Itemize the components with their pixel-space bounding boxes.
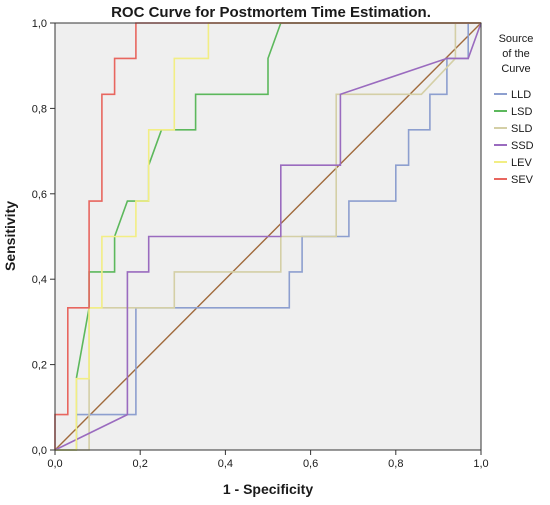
y-tick-label: 0,4 (32, 274, 47, 286)
series-line-lev (55, 22, 481, 451)
series-line-lld (55, 22, 481, 451)
x-tick-label: 1,0 (473, 458, 488, 470)
y-tick-label: 1,0 (32, 18, 47, 30)
legend-label-sev: SEV (511, 174, 534, 186)
y-tick-label: 0,8 (32, 103, 47, 115)
legend-title-line: Source (499, 33, 534, 45)
legend: Source of the Curve LLD LSD SLD SSD LEV SEV (494, 33, 534, 186)
series-layer (54, 22, 482, 451)
x-axis-label: 1 - Specificity (223, 481, 313, 497)
x-tick-label: 0,2 (133, 458, 148, 470)
series-line-sev (54, 22, 481, 450)
x-tick-label: 0,8 (388, 458, 403, 470)
series-line-ssd (54, 22, 482, 451)
axis-layer: 0,0 0,2 0,4 0,6 0,8 1,0 0,0 0,2 0,4 0,6 0,8 1,0 (32, 18, 489, 470)
y-tick-label: 0,0 (32, 445, 47, 457)
legend-title-line: of the (502, 48, 530, 60)
y-tick-label: 0,6 (32, 189, 47, 201)
x-tick-label: 0,4 (218, 458, 233, 470)
legend-label-ssd: SSD (511, 140, 534, 152)
plot-frame (54, 22, 482, 451)
legend-label-sld: SLD (511, 123, 532, 135)
legend-label-lsd: LSD (511, 106, 532, 118)
legend-title-line: Curve (501, 63, 530, 75)
y-axis-label: Sensitivity (2, 201, 18, 271)
x-tick-label: 0,6 (303, 458, 318, 470)
legend-label-lld: LLD (511, 89, 531, 101)
y-tick-label: 0,2 (32, 360, 47, 372)
x-tick-label: 0,0 (47, 458, 62, 470)
legend-label-lev: LEV (511, 157, 532, 169)
chart-title: ROC Curve for Postmortem Time Estimation… (111, 4, 431, 21)
